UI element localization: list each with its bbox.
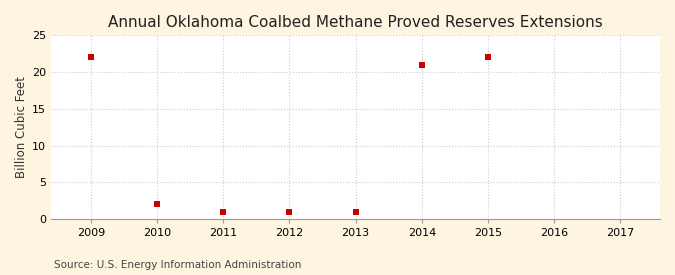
Title: Annual Oklahoma Coalbed Methane Proved Reserves Extensions: Annual Oklahoma Coalbed Methane Proved R… bbox=[108, 15, 603, 30]
Y-axis label: Billion Cubic Feet: Billion Cubic Feet bbox=[15, 76, 28, 178]
Text: Source: U.S. Energy Information Administration: Source: U.S. Energy Information Administ… bbox=[54, 260, 301, 270]
